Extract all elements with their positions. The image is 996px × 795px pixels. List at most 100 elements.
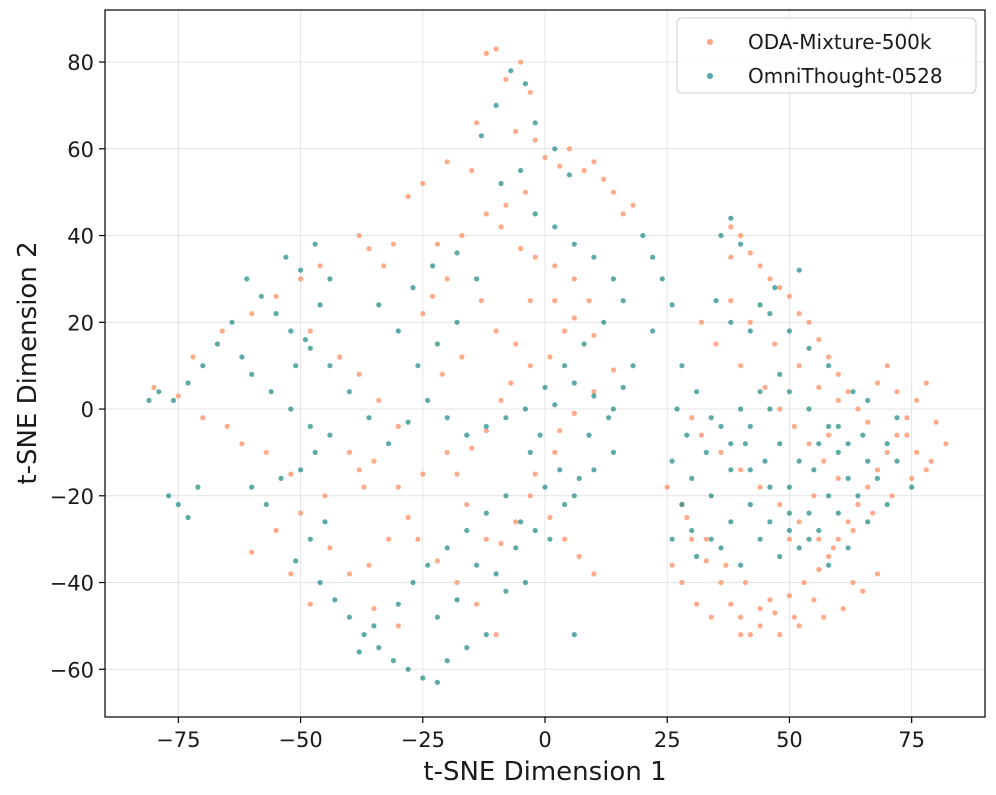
scatter-point: [415, 363, 421, 369]
scatter-point: [258, 293, 264, 299]
scatter-point: [718, 423, 724, 429]
scatter-point: [659, 276, 665, 282]
scatter-point: [298, 267, 304, 273]
legend-label-oda: ODA-Mixture-500k: [748, 30, 932, 54]
scatter-point: [576, 475, 582, 481]
scatter-point: [855, 406, 861, 412]
series-0: [151, 46, 949, 638]
scatter-point: [493, 102, 499, 108]
legend-label-omnithought: OmniThought-0528: [748, 64, 943, 88]
scatter-point: [395, 423, 401, 429]
scatter-point: [742, 441, 749, 447]
scatter-point: [469, 167, 475, 174]
scatter-point: [777, 441, 783, 447]
scatter-point: [239, 354, 245, 360]
scatter-point: [390, 241, 396, 247]
scatter-point: [459, 354, 465, 360]
scatter-point: [395, 623, 401, 629]
scatter-point: [874, 571, 881, 577]
scatter-point: [679, 501, 685, 508]
scatter-point: [263, 449, 269, 455]
series-1: [146, 68, 915, 685]
scatter-point: [826, 363, 832, 369]
scatter-point: [601, 319, 607, 325]
scatter-point: [566, 172, 573, 178]
legend-marker-oda: [707, 39, 713, 45]
scatter-point: [420, 471, 426, 477]
scatter-point: [884, 449, 890, 455]
scatter-point: [786, 389, 793, 395]
scatter-point: [835, 536, 841, 542]
scatter-point: [620, 298, 626, 304]
scatter-point: [405, 514, 411, 521]
scatter-point: [552, 263, 558, 269]
scatter-point: [503, 415, 509, 421]
scatter-point: [571, 410, 577, 416]
scatter-point: [933, 419, 939, 425]
scatter-point: [166, 493, 172, 499]
scatter-point: [434, 679, 440, 685]
scatter-point: [483, 510, 489, 516]
scatter-point: [444, 658, 450, 664]
scatter-point: [747, 250, 753, 256]
scatter-point: [806, 441, 812, 447]
scatter-point: [288, 406, 294, 412]
scatter-point: [747, 467, 753, 473]
scatter-point: [571, 315, 577, 321]
scatter-point: [909, 475, 915, 481]
x-tick-label: 75: [898, 728, 925, 752]
scatter-point: [464, 527, 470, 534]
scatter-point: [874, 475, 881, 481]
scatter-point: [689, 415, 695, 421]
scatter-point: [366, 415, 372, 421]
scatter-point: [513, 519, 519, 525]
scatter-point: [796, 623, 802, 629]
scatter-point: [503, 76, 509, 82]
scatter-point: [894, 458, 900, 464]
scatter-point: [865, 419, 871, 425]
scatter-point: [229, 319, 235, 325]
scatter-point: [767, 484, 773, 490]
scatter-point: [767, 311, 773, 317]
scatter-point: [796, 267, 802, 273]
scatter-point: [767, 519, 773, 525]
scatter-point: [718, 545, 724, 551]
scatter-point: [669, 536, 675, 542]
scatter-point: [806, 510, 812, 516]
scatter-point: [219, 328, 225, 334]
x-tick-label: −75: [156, 728, 200, 752]
scatter-point: [821, 458, 827, 464]
scatter-point: [459, 232, 465, 239]
scatter-point: [845, 389, 851, 395]
scatter-point: [249, 549, 255, 555]
scatter-point: [757, 263, 763, 269]
scatter-point: [767, 597, 773, 603]
scatter-point: [483, 211, 489, 217]
scatter-point: [571, 380, 577, 386]
scatter-point: [894, 432, 900, 438]
scatter-point: [860, 432, 866, 438]
points-layer: [146, 46, 949, 685]
scatter-point: [742, 579, 749, 586]
scatter-point: [591, 159, 597, 165]
scatter-point: [312, 241, 318, 247]
scatter-point: [371, 623, 377, 629]
scatter-point: [850, 527, 856, 534]
scatter-point: [327, 432, 333, 438]
legend-marker-omnithought: [707, 73, 713, 79]
scatter-point: [532, 254, 538, 260]
scatter-point: [845, 441, 851, 447]
scatter-point: [591, 393, 597, 399]
scatter-point: [786, 527, 793, 534]
scatter-point: [738, 467, 744, 473]
scatter-point: [708, 415, 714, 421]
ticks-layer: −75 −50 −25 0 25 50 75 −60 −40 −20 0 20 40 60 80: [50, 51, 925, 752]
scatter-point: [478, 298, 484, 304]
scatter-point: [288, 571, 294, 577]
scatter-point: [518, 167, 524, 174]
scatter-point: [493, 571, 499, 577]
scatter-point: [395, 328, 401, 334]
scatter-point: [356, 649, 362, 655]
